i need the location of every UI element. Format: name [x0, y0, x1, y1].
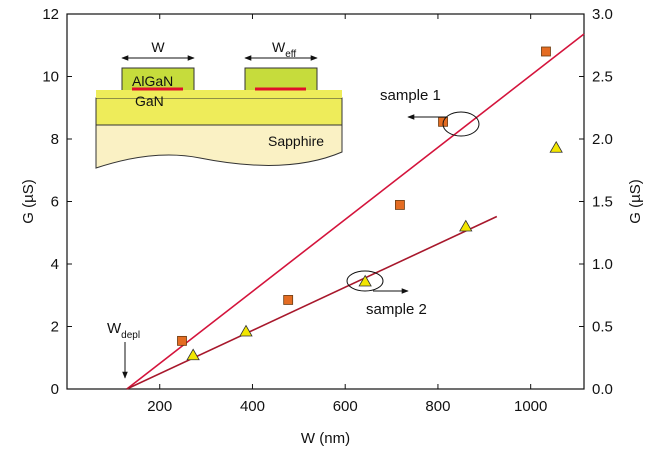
series-ellipse	[346, 270, 384, 292]
y-tick-label: 10	[42, 69, 59, 86]
gan-label: GaN	[135, 93, 164, 109]
y2-tick-label: 2.5	[592, 69, 613, 86]
y-tick-label: 2	[51, 319, 59, 336]
series-annotation: sample 1	[380, 87, 441, 104]
triangle-point	[239, 324, 253, 337]
x-tick-label: 800	[425, 398, 450, 415]
y-tick-label: 6	[51, 194, 59, 211]
y-tick-label: 12	[42, 6, 59, 23]
triangle-point	[459, 219, 473, 232]
y-tick-label: 4	[51, 256, 59, 273]
y-axis-label: G (µS)	[20, 179, 37, 223]
gan-fill	[96, 90, 342, 98]
x-tick-label: 600	[333, 398, 358, 415]
square-point	[177, 335, 187, 346]
triangle-point	[358, 274, 372, 287]
y2-axis-label: G (µS)	[627, 179, 644, 223]
x-tick-label: 1000	[514, 398, 547, 415]
gan-layer	[95, 97, 343, 126]
wdepl-annotation: Wdepl	[107, 320, 140, 341]
w-label: W	[151, 39, 165, 55]
y-tick-label: 8	[51, 131, 59, 148]
y2-tick-label: 2.0	[592, 131, 613, 148]
triangle-point	[549, 140, 563, 153]
inset: W Weff AlGaN GaN Sapphire	[95, 39, 343, 169]
weff-label: Weff	[272, 39, 296, 60]
x-tick-label: 400	[240, 398, 265, 415]
y2-tick-label: 0.5	[592, 319, 613, 336]
square-point	[541, 46, 551, 57]
x-tick-label: 200	[147, 398, 172, 415]
wdepl-sub: depl	[121, 330, 140, 341]
fit-line	[126, 215, 498, 390]
series-annotation: sample 2	[366, 301, 427, 318]
weff-base: W	[272, 39, 286, 55]
y2-tick-label: 0.0	[592, 381, 613, 398]
sapphire-layer	[95, 124, 343, 169]
triangle-point	[186, 348, 200, 361]
square-point	[283, 295, 294, 305]
fit-line	[126, 33, 585, 390]
x-axis-label: W (nm)	[301, 430, 350, 447]
y2-tick-label: 1.5	[592, 194, 613, 211]
y-tick-label: 0	[51, 381, 59, 398]
weff-sub: eff	[285, 49, 296, 60]
sapphire-label: Sapphire	[268, 133, 324, 149]
square-point	[395, 200, 405, 210]
algan-label: AlGaN	[132, 73, 173, 89]
wdepl-base: W	[107, 320, 122, 337]
series-ellipse	[442, 111, 480, 137]
y2-tick-label: 3.0	[592, 6, 613, 23]
y2-tick-label: 1.0	[592, 256, 613, 273]
